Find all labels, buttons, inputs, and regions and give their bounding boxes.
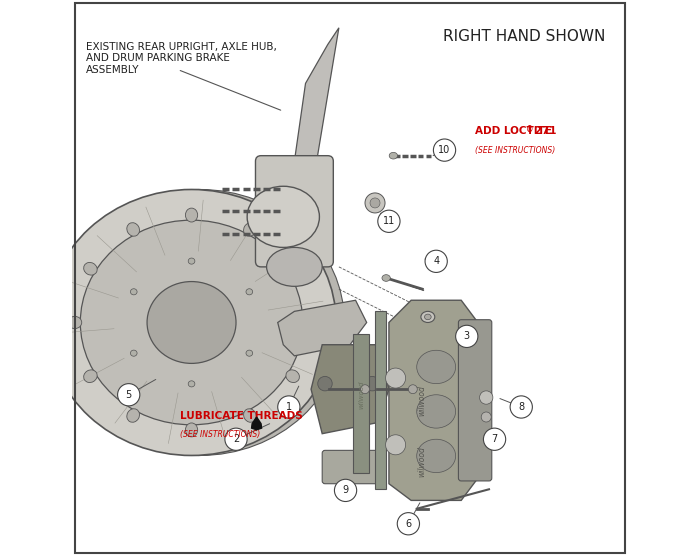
Polygon shape [353,334,370,473]
Circle shape [433,139,456,161]
Polygon shape [295,28,339,161]
Ellipse shape [130,289,137,295]
Ellipse shape [389,152,398,159]
Text: (SEE INSTRUCTIONS): (SEE INSTRUCTIONS) [475,146,555,155]
Ellipse shape [188,381,195,387]
Text: EXISTING REAR UPRIGHT, AXLE HUB,: EXISTING REAR UPRIGHT, AXLE HUB, [86,42,276,52]
Ellipse shape [80,220,302,425]
Ellipse shape [246,350,253,356]
Ellipse shape [267,247,322,286]
Ellipse shape [186,423,197,437]
Ellipse shape [127,223,139,236]
Ellipse shape [416,439,456,473]
Ellipse shape [84,370,97,383]
Ellipse shape [188,258,195,264]
Ellipse shape [130,350,137,356]
Circle shape [408,385,417,394]
Circle shape [425,250,447,272]
Text: (SEE INSTRUCTIONS): (SEE INSTRUCTIONS) [181,430,260,439]
Polygon shape [311,345,389,434]
Ellipse shape [47,190,336,455]
Ellipse shape [286,370,300,383]
Circle shape [456,325,478,348]
Ellipse shape [68,316,82,329]
Ellipse shape [155,279,250,366]
Circle shape [370,198,380,208]
Ellipse shape [424,314,431,320]
Text: 6: 6 [405,519,412,529]
Text: 1: 1 [286,402,292,412]
Ellipse shape [84,262,97,275]
Polygon shape [251,417,262,430]
Text: ASSEMBLY: ASSEMBLY [86,64,139,75]
Text: ADD LOCTITE: ADD LOCTITE [475,126,552,136]
Ellipse shape [147,281,236,364]
Text: 7: 7 [491,434,498,444]
Text: 3: 3 [463,331,470,341]
Text: 271: 271 [531,126,556,136]
Text: LUBRICATE THREADS: LUBRICATE THREADS [181,411,303,421]
Ellipse shape [55,190,344,455]
Text: 9: 9 [342,485,349,495]
Ellipse shape [244,409,256,422]
Text: wilwood: wilwood [418,385,427,416]
Circle shape [480,391,493,404]
Text: wilwood: wilwood [358,380,364,409]
Text: 5: 5 [125,390,132,400]
Ellipse shape [382,275,391,281]
Text: AND DRUM PARKING BRAKE: AND DRUM PARKING BRAKE [86,53,230,63]
Ellipse shape [416,350,456,384]
Text: 11: 11 [383,216,395,226]
Ellipse shape [247,186,319,247]
Circle shape [335,479,357,502]
Ellipse shape [416,395,456,428]
Text: RIGHT HAND SHOWN: RIGHT HAND SHOWN [443,29,606,43]
Text: 10: 10 [438,145,451,155]
Circle shape [118,384,140,406]
Ellipse shape [186,208,197,222]
Circle shape [398,513,419,535]
Circle shape [386,368,405,388]
Circle shape [481,412,491,422]
Ellipse shape [302,316,315,329]
Text: 4: 4 [433,256,439,266]
Ellipse shape [286,262,300,275]
FancyBboxPatch shape [322,450,378,484]
Polygon shape [375,311,386,489]
Polygon shape [389,300,478,500]
Text: 2: 2 [233,434,239,444]
Circle shape [386,435,405,455]
Polygon shape [278,300,367,356]
Text: wilwood: wilwood [418,446,427,477]
Circle shape [365,193,385,213]
Text: 8: 8 [518,402,524,412]
Ellipse shape [246,289,253,295]
Circle shape [318,376,332,391]
Ellipse shape [244,223,256,236]
FancyBboxPatch shape [256,156,333,267]
Circle shape [360,385,370,394]
Ellipse shape [127,409,139,422]
Circle shape [510,396,533,418]
Ellipse shape [421,311,435,322]
Circle shape [484,428,505,450]
Circle shape [225,428,247,450]
FancyBboxPatch shape [458,320,492,481]
Circle shape [278,396,300,418]
Circle shape [365,376,379,391]
Circle shape [378,210,400,232]
Text: ®: ® [526,126,534,135]
